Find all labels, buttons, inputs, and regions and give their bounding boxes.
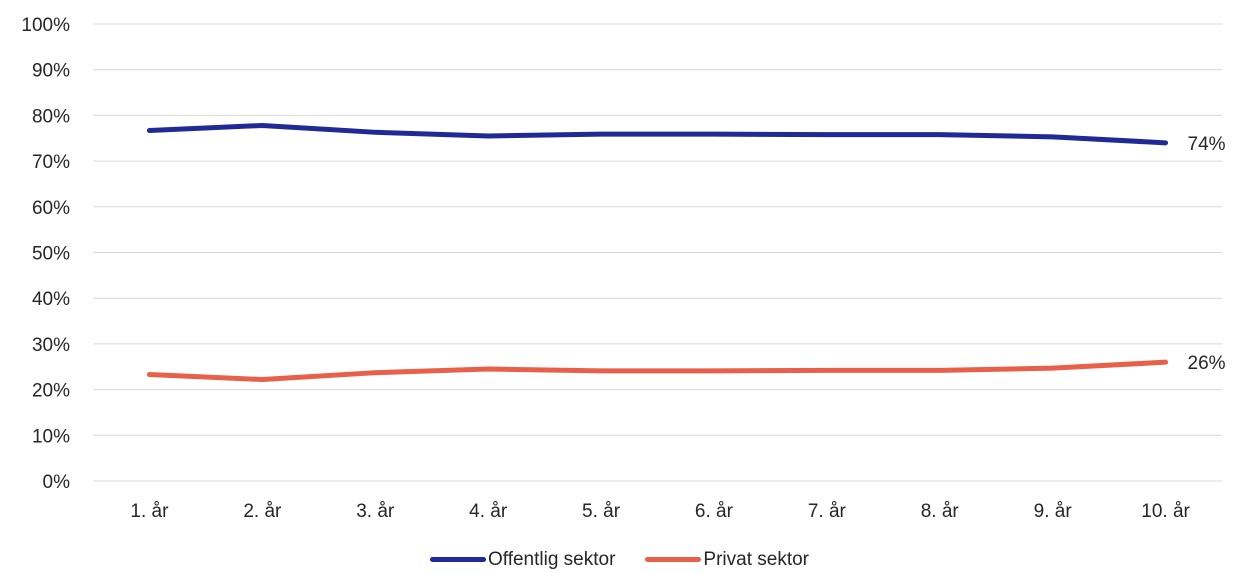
x-tick-label: 5. år — [582, 501, 621, 522]
x-tick-label: 4. år — [469, 501, 508, 522]
y-tick-label: 0% — [43, 472, 71, 493]
series-line-privat — [146, 359, 1169, 383]
series-lines — [146, 122, 1169, 383]
legend-label-offentlig: Offentlig sektor — [487, 548, 616, 570]
legend-swatch-offentlig — [429, 557, 486, 562]
y-tick-label: 60% — [32, 198, 70, 219]
legend-label-privat: Privat sektor — [703, 548, 810, 570]
legend-item-privat: Privat sektor — [645, 549, 809, 571]
y-tick-label: 10% — [32, 426, 70, 447]
x-tick-label: 3. år — [356, 501, 395, 522]
y-tick-label: 80% — [32, 106, 70, 127]
legend-item-offentlig: Offentlig sektor — [429, 548, 616, 571]
y-tick-label: 100% — [21, 15, 70, 36]
data-label-privat: 26% — [1188, 353, 1226, 374]
data-label-offentlig: 74% — [1188, 134, 1226, 155]
x-tick-label: 6. år — [695, 501, 734, 522]
legend: Offentlig sektor Privat sektor — [0, 546, 1239, 573]
x-tick-label: 10. år — [1141, 501, 1190, 522]
x-axis: 1. år 2. år 3. år 4. år 5. år 6. år 7. år 8. år… — [130, 501, 1190, 522]
x-tick-label: 7. år — [808, 501, 847, 522]
legend-swatch-privat — [645, 557, 702, 562]
x-tick-label: 8. år — [921, 501, 960, 522]
x-tick-label: 1. år — [130, 501, 169, 522]
x-tick-label: 9. år — [1034, 501, 1073, 522]
gridlines — [93, 23, 1222, 482]
y-tick-label: 20% — [32, 381, 70, 402]
y-tick-label: 30% — [32, 335, 70, 356]
line-chart: 0% 10% 20% 30% 40% 50% 60% 70% 80% 90% 100% 1. år 2… — [21, 15, 1226, 522]
y-tick-label: 70% — [32, 152, 70, 173]
data-labels: 74% 26% — [1188, 134, 1226, 374]
y-tick-label: 90% — [32, 61, 70, 82]
y-axis: 0% 10% 20% 30% 40% 50% 60% 70% 80% 90% 100% — [21, 15, 70, 493]
x-tick-label: 2. år — [243, 501, 282, 522]
y-tick-label: 50% — [32, 244, 70, 265]
series-line-offentlig — [146, 122, 1169, 146]
y-tick-label: 40% — [32, 289, 70, 310]
